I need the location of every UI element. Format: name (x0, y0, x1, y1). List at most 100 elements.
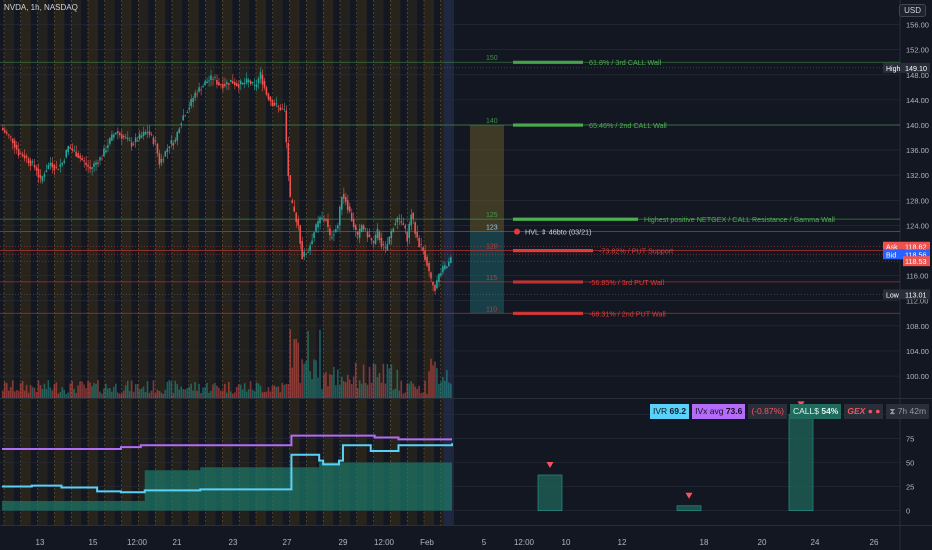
session-stripe (20, 0, 31, 525)
session-stripe (4, 0, 14, 525)
candle-body (67, 146, 70, 153)
candle-body (39, 175, 42, 179)
candle-body (303, 251, 305, 257)
volume-bar (321, 389, 323, 398)
candle-body (59, 164, 62, 167)
session-stripe (54, 0, 65, 525)
volume-bar (265, 391, 268, 398)
candle-body (418, 237, 420, 248)
volume-bar (130, 380, 133, 398)
candle-body (51, 162, 54, 168)
session-stripe (407, 0, 418, 525)
candle-body (257, 78, 260, 84)
volume-bar (440, 382, 442, 398)
currency-button[interactable]: USD (899, 4, 926, 17)
session-stripe (222, 0, 233, 525)
candle-body (335, 229, 337, 232)
candle-body (374, 235, 377, 245)
price-tick-label: 132.00 (906, 171, 929, 180)
volume-bar (319, 329, 321, 398)
price-tag-bg (903, 241, 930, 252)
price-tick-label: 148.00 (906, 71, 929, 80)
volume-bar (235, 387, 238, 398)
candle-body (245, 78, 248, 84)
candle-body (11, 138, 14, 144)
level-bar (513, 249, 593, 253)
candle-body (49, 162, 52, 166)
volume-bar (342, 381, 345, 398)
candle-body (152, 137, 155, 145)
candle-body (358, 228, 361, 238)
candle-body (85, 162, 87, 166)
candle-body (446, 266, 448, 268)
volume-bar (99, 391, 101, 398)
hourglass-icon: ⧗ (889, 406, 896, 416)
volume-bar (255, 382, 258, 398)
level-label: 65.46% / 2nd CALL Wall (589, 121, 667, 130)
indicator-tick-label: 25 (906, 483, 914, 492)
price-tick-label: 152.00 (906, 46, 929, 55)
volume-bar (69, 383, 72, 398)
volume-bar (2, 390, 4, 398)
volume-bar (410, 381, 412, 398)
volume-bar (51, 390, 54, 398)
volume-bar (428, 371, 430, 398)
volume-bar (192, 390, 194, 398)
x-tick-label: 26 (870, 538, 879, 547)
volume-bar (368, 366, 371, 398)
candle-body (319, 217, 321, 224)
candle-body (214, 77, 216, 79)
candle-body (166, 148, 169, 153)
level-number: 150 (486, 55, 498, 62)
volume-bar (297, 342, 299, 398)
candle-body (295, 212, 297, 222)
volume-bar (7, 390, 10, 398)
volume-bar (63, 389, 66, 398)
volume-bar (79, 381, 81, 398)
candle-body (21, 154, 24, 157)
price-tag-name: Low (886, 292, 900, 299)
volume-bar (309, 371, 311, 398)
candle-body (146, 132, 149, 133)
volume-bar (358, 380, 361, 398)
volume-bar (116, 392, 119, 398)
volume-bar (364, 383, 367, 398)
candle-body (180, 123, 183, 125)
volume-bar (93, 383, 95, 398)
volume-bar (370, 382, 373, 398)
price-tick-label: 128.00 (906, 196, 929, 205)
change-badge: (-0.87%) (748, 404, 787, 419)
volume-bar (434, 361, 436, 398)
candle-body (120, 134, 123, 139)
volume-bar (281, 382, 284, 398)
volume-bar (271, 385, 274, 398)
volume-bar (9, 387, 12, 398)
candle-body (263, 81, 266, 88)
candle-body (111, 134, 113, 141)
volume-bar (23, 390, 26, 398)
candle-body (267, 93, 270, 100)
ivr-badge: IVR 69.2 (650, 404, 690, 419)
candle-body (283, 108, 286, 110)
options-info-bar: IVR 69.2 IVx avg 73.6 (-0.87%) CALL$ 54%… (650, 404, 930, 419)
volume-bar (180, 386, 183, 398)
volume-bar (87, 381, 89, 398)
candle-body (71, 148, 73, 151)
candle-body (350, 212, 353, 221)
volume-bar (227, 381, 230, 398)
session-stripe (205, 0, 216, 525)
timer-badge: ⧗ 7h 42m (886, 404, 930, 419)
volume-bar (170, 381, 173, 398)
volume-bar (107, 388, 109, 398)
volume-bar (39, 385, 42, 398)
volume-bar (356, 388, 359, 398)
volume-bar (5, 383, 8, 398)
volume-bar (412, 383, 414, 398)
volume-bar (35, 392, 38, 398)
candle-body (251, 81, 254, 84)
candle-body (107, 145, 109, 148)
candle-body (53, 164, 56, 171)
symbol-title: NVDA, 1h, NASDAQ (4, 3, 78, 12)
volume-bar (49, 387, 52, 398)
